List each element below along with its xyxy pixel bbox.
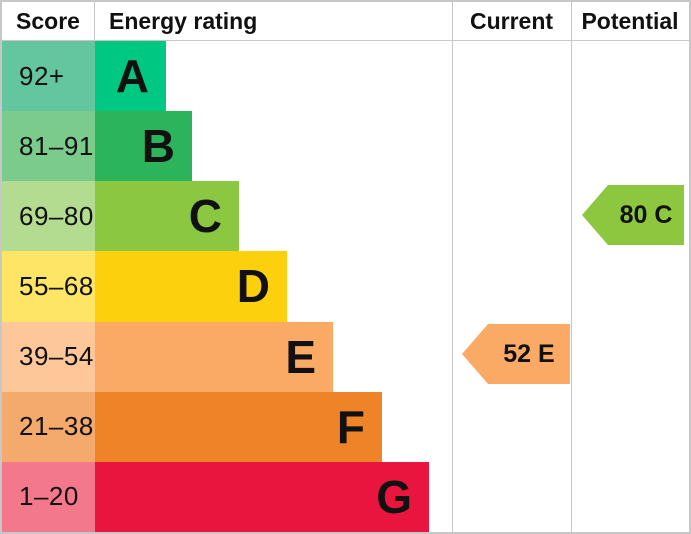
rating-bar-b: B	[95, 111, 192, 182]
energy-rating-column-header: Energy rating	[109, 7, 258, 34]
rating-letter-c: C	[188, 190, 222, 243]
rating-bar-d: D	[95, 251, 287, 322]
rating-row-b: 81–91 B	[2, 111, 689, 182]
rating-rows: 92+ A 81–91 B 69–80 C 55–68 D 39–54	[2, 41, 689, 532]
potential-column-divider	[571, 2, 572, 532]
score-range-c: 69–80	[2, 181, 95, 252]
rating-bar-e: E	[95, 321, 333, 392]
rating-letter-a: A	[115, 50, 149, 103]
rating-letter-e: E	[285, 330, 316, 383]
chart-header: Score Energy rating Current Potential	[2, 2, 689, 41]
score-range-e: 39–54	[2, 321, 95, 392]
rating-row-a: 92+ A	[2, 41, 689, 112]
rating-bar-g: G	[95, 461, 429, 532]
potential-column-header: Potential	[581, 7, 679, 34]
rating-row-e: 39–54 E	[2, 321, 689, 392]
current-rating-label: 52 E	[503, 339, 555, 368]
rating-letter-b: B	[141, 120, 175, 173]
potential-rating-label: 80 C	[619, 200, 673, 229]
score-range-d: 55–68	[2, 251, 95, 322]
rating-row-d: 55–68 D	[2, 251, 689, 322]
rating-row-g: 1–20 G	[2, 461, 689, 532]
current-column-header: Current	[469, 7, 554, 34]
current-column-divider	[452, 2, 453, 532]
score-range-g: 1–20	[2, 461, 95, 532]
rating-row-c: 69–80 C	[2, 181, 689, 252]
current-rating-arrow: 52 E	[462, 324, 570, 384]
score-column-header: Score	[2, 2, 95, 40]
rating-letter-f: F	[336, 400, 365, 453]
rating-letter-d: D	[236, 260, 270, 313]
score-range-b: 81–91	[2, 111, 95, 182]
rating-row-f: 21–38 F	[2, 391, 689, 462]
rating-letter-g: G	[376, 470, 412, 523]
rating-bar-f: F	[95, 391, 382, 462]
score-range-a: 92+	[2, 41, 95, 112]
score-range-f: 21–38	[2, 391, 95, 462]
rating-bar-a: A	[95, 41, 166, 112]
rating-bar-c: C	[95, 181, 239, 252]
